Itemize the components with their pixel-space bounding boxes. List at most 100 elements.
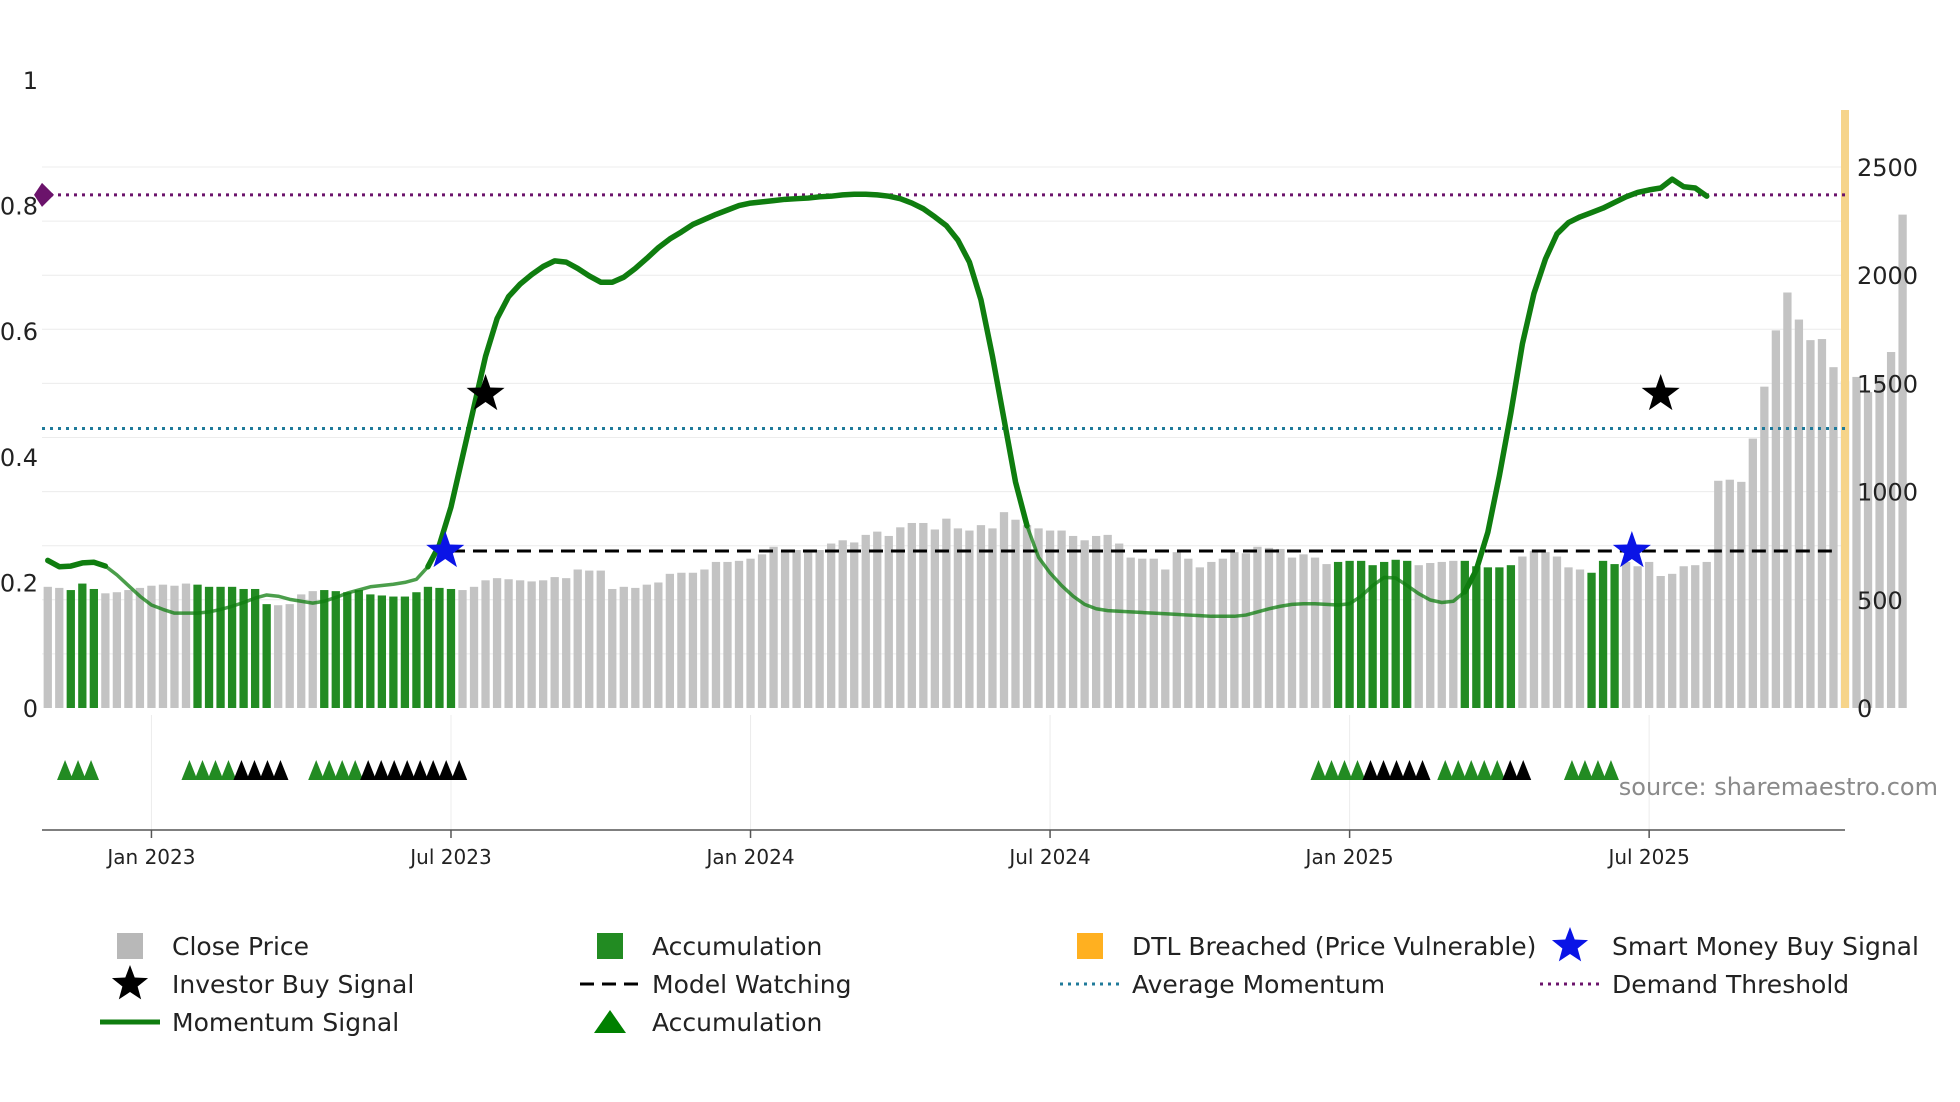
accumulation-bar (1345, 560, 1354, 708)
close-price-bar (734, 560, 744, 708)
close-price-bar (1668, 573, 1677, 708)
close-price-bar (1817, 339, 1827, 708)
close-price-bar (907, 522, 916, 708)
close-price-bar (608, 588, 617, 708)
close-price-bar (55, 587, 64, 708)
signal-lines (34, 176, 1845, 619)
close-price-bar (1541, 552, 1550, 708)
close-price-bar (43, 586, 52, 708)
right-axis-tick-label: 1000 (1857, 479, 1918, 507)
accumulation-bar (320, 590, 329, 708)
close-price-bar (1299, 554, 1308, 708)
accumulation-triangle (386, 760, 403, 780)
close-price-bar (1875, 375, 1884, 708)
accumulation-bar (66, 590, 75, 708)
legend-label: Accumulation (652, 1008, 822, 1037)
accumulation-triangle (1463, 760, 1480, 780)
close-price-bar (746, 558, 755, 708)
close-price-bar (1207, 561, 1216, 708)
accumulation-bar (1610, 564, 1619, 708)
close-price-bar (780, 551, 790, 708)
close-price-bar (1552, 556, 1562, 708)
accumulation-bar (354, 590, 363, 708)
close-price-bar (1161, 569, 1170, 708)
close-price-bar (1645, 561, 1654, 708)
accumulation-triangle (1323, 760, 1340, 780)
legend-label: Average Momentum (1132, 970, 1385, 999)
close-price-bar (827, 543, 836, 708)
legend-star (111, 965, 149, 1000)
accumulation-bar (262, 604, 271, 708)
close-price-bar (769, 546, 778, 708)
demand-threshold-marker (34, 182, 54, 207)
left-axis-tick-label: 0.4 (0, 444, 38, 472)
close-price-bar (1449, 560, 1458, 708)
close-price-bar (1702, 561, 1711, 708)
accumulation-triangle (194, 760, 211, 780)
close-price-bar (1783, 292, 1792, 708)
x-axis-tick-label: Jul 2023 (408, 845, 491, 869)
x-axis-tick-label: Jan 2025 (1304, 845, 1394, 869)
close-price-bar (1898, 214, 1907, 709)
close-price-bar (1414, 565, 1423, 708)
axes: 0 0.2 0.4 0.6 0.8 1 0 500 1000 1500 2000 2500 Jan 20… (0, 67, 1918, 869)
close-price-bar (838, 540, 847, 708)
accumulation-bar (1460, 560, 1469, 708)
legend-triangle (594, 1010, 626, 1033)
accumulation-triangle (1437, 760, 1454, 780)
close-price-bar (665, 573, 675, 708)
right-axis-tick-label: 500 (1857, 587, 1903, 615)
legend-label: Close Price (172, 932, 309, 961)
close-price-bar (976, 525, 986, 708)
dtl-breached-bar (1841, 110, 1849, 708)
close-price-bar (1195, 567, 1204, 708)
source-label: source: sharemaestro.com (1619, 773, 1938, 801)
accumulation-triangle (399, 760, 416, 780)
close-price-bar (1322, 564, 1331, 708)
close-price-bar (1760, 386, 1769, 708)
left-axis-tick-label: 0.8 (0, 193, 38, 221)
accumulation-bar (1356, 560, 1366, 708)
investor-buy-star (466, 374, 505, 411)
smart-money-buy-star (426, 531, 465, 568)
close-price-bar (285, 604, 294, 708)
legend-swatch (1077, 933, 1103, 959)
accumulation-triangle (1476, 760, 1493, 780)
close-price-bar (1241, 553, 1251, 708)
legend-swatch (117, 933, 143, 959)
x-axis-tick-label: Jul 2024 (1007, 845, 1090, 869)
accumulation-bar (1506, 565, 1516, 708)
accumulation-triangle (181, 760, 198, 780)
close-price-bar (147, 585, 156, 708)
accumulation-triangle (207, 760, 224, 780)
close-price-bar (504, 579, 513, 708)
close-price-bar (1886, 352, 1896, 708)
accumulation-triangle (1589, 760, 1606, 780)
close-price-bar (1564, 567, 1573, 708)
left-axis-tick-label: 0 (23, 695, 38, 723)
close-price-bar (1863, 392, 1873, 708)
legend-label: Smart Money Buy Signal (1612, 932, 1919, 961)
accumulation-triangle (70, 760, 87, 780)
close-price-bar (135, 587, 145, 708)
close-price-bar (1437, 561, 1446, 708)
accumulation-bar (389, 596, 398, 708)
close-price-bar (1092, 535, 1101, 708)
close-price-bar (1287, 557, 1297, 708)
accumulation-triangle (220, 760, 237, 780)
close-price-bar (1115, 543, 1124, 708)
left-axis-tick-label: 1 (23, 67, 38, 95)
accumulation-triangle (57, 760, 74, 780)
close-price-bar (1679, 566, 1688, 708)
close-price-bar (1575, 569, 1585, 708)
close-price-bar (527, 581, 536, 708)
close-price-bar (1310, 557, 1320, 708)
accumulation-triangle (1349, 760, 1366, 780)
gridlines (42, 166, 1845, 830)
close-price-bar (458, 590, 467, 708)
accumulation-triangle (259, 760, 276, 780)
close-price-bar (1806, 340, 1815, 708)
accumulation-bar (343, 592, 352, 708)
close-price-bar (1068, 535, 1078, 708)
accumulation-bar (1391, 559, 1400, 708)
